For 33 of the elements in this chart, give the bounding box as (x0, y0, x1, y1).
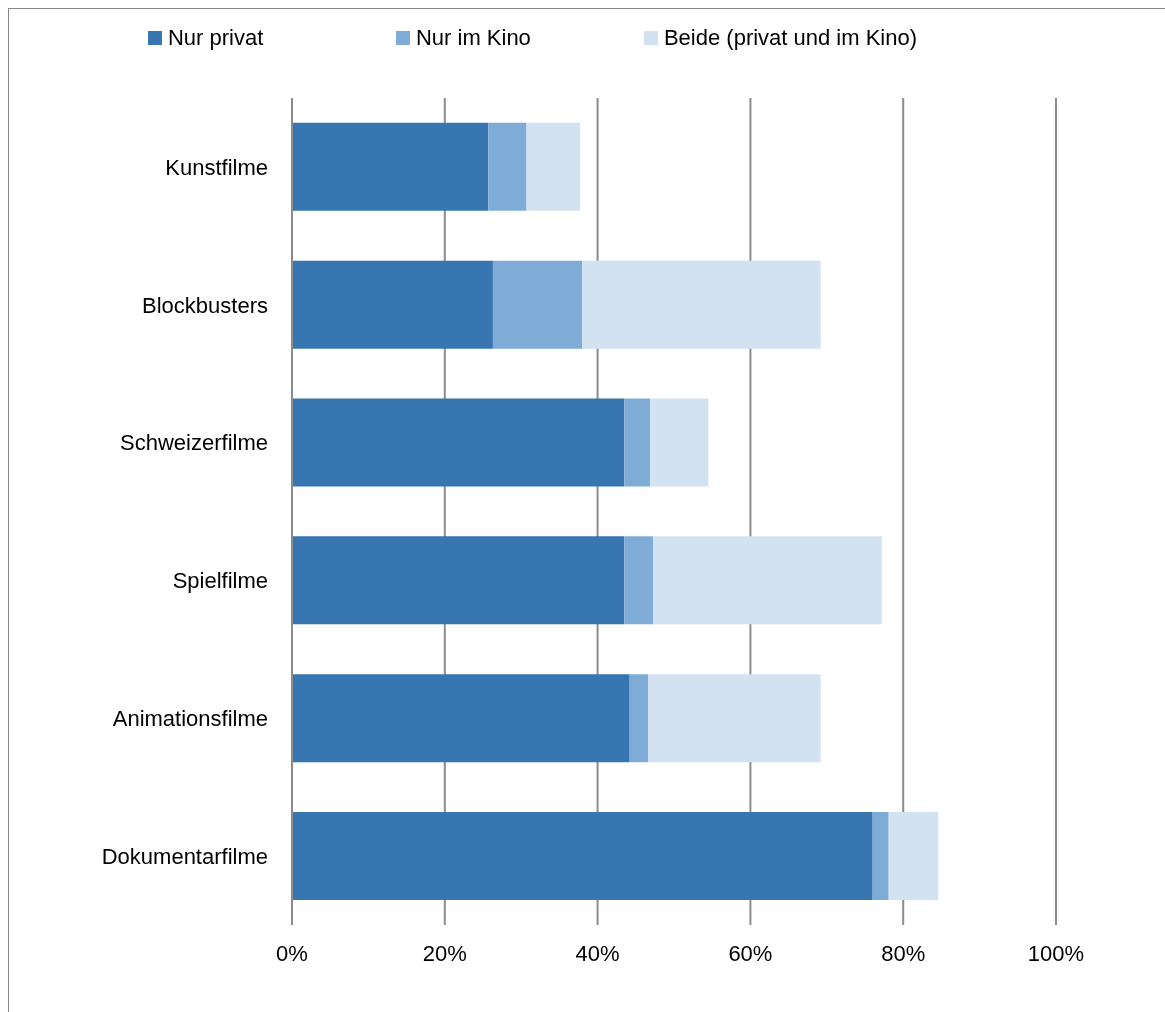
bar (888, 811, 939, 900)
bar (872, 811, 889, 900)
y-tick-label: Blockbusters (142, 292, 268, 318)
x-tick-label: 60% (728, 940, 773, 966)
legend-label: Nur im Kino (415, 25, 531, 51)
x-tick-label: 100% (1027, 940, 1085, 966)
bar (292, 536, 625, 625)
x-tick-label: 20% (422, 940, 467, 966)
bar (648, 674, 821, 763)
bar (629, 674, 649, 763)
bar (653, 536, 882, 625)
bar (492, 260, 583, 349)
y-tick-label: Animationsfilme (112, 706, 268, 732)
bar (526, 122, 581, 211)
x-tick-label: 0% (276, 940, 308, 966)
bar (292, 674, 630, 763)
bar (650, 398, 709, 487)
legend-label: Beide (privat und im Kino) (663, 25, 918, 51)
bar (582, 260, 821, 349)
bar (624, 536, 654, 625)
x-tick-label: 40% (575, 940, 620, 966)
bar (292, 260, 493, 349)
bar (292, 398, 625, 487)
x-tick-label: 80% (881, 940, 926, 966)
bar (292, 122, 489, 211)
bar (624, 398, 651, 487)
bar (488, 122, 527, 211)
legend-label: Nur privat (167, 25, 264, 51)
y-tick-label: Dokumentarfilme (101, 843, 268, 869)
y-tick-label: Kunstfilme (165, 154, 268, 180)
bar (292, 811, 873, 900)
y-tick-label: Schweizerfilme (120, 430, 268, 456)
y-tick-label: Spielfilme (172, 568, 268, 594)
